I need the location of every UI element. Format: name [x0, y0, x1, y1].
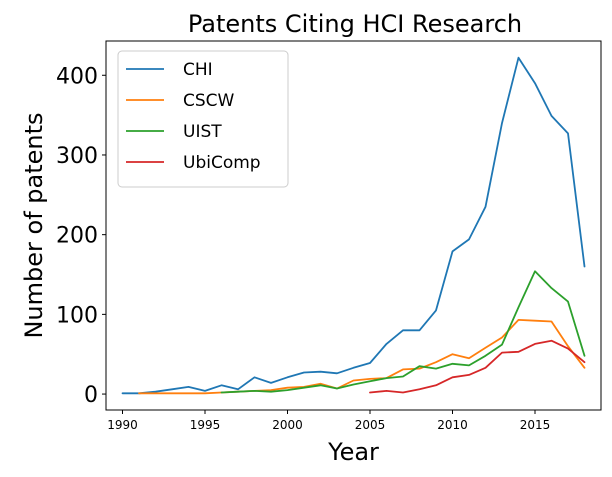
y-axis: 0 100 200 300 400	[56, 64, 106, 408]
x-axis: 1990 1995 2000 2005 2010 2015	[107, 410, 550, 432]
x-tick-label-2005: 2005	[355, 418, 386, 432]
x-tick-label-2015: 2015	[520, 418, 551, 432]
series-line-cscw	[138, 318, 586, 395]
legend-label-uist: UIST	[183, 122, 222, 142]
x-axis-label: Year	[327, 438, 379, 466]
x-tick-label-2000: 2000	[272, 418, 303, 432]
legend: CHI CSCW UIST UbiComp	[117, 50, 289, 188]
y-tick-label-100: 100	[56, 303, 98, 328]
legend-box	[117, 50, 289, 188]
y-tick-label-400: 400	[56, 64, 98, 89]
legend-label-ubicomp: UbiComp	[183, 153, 261, 173]
x-tick-label-2010: 2010	[437, 418, 468, 432]
plot-lines	[121, 56, 586, 395]
chart-title: Patents Citing HCI Research	[188, 10, 522, 38]
x-tick-label-1995: 1995	[190, 418, 221, 432]
y-axis-label: Number of patents	[20, 112, 48, 338]
y-tick-label-200: 200	[56, 224, 98, 249]
x-tick-label-1990: 1990	[107, 418, 138, 432]
series-line-chi	[121, 56, 586, 395]
plot-frame	[105, 40, 602, 411]
y-tick-label-0: 0	[84, 383, 98, 408]
series-line-ubicomp	[369, 339, 586, 394]
legend-label-chi: CHI	[183, 60, 213, 80]
legend-label-cscw: CSCW	[183, 91, 235, 111]
y-tick-label-300: 300	[56, 144, 98, 169]
series-line-uist	[220, 270, 586, 394]
